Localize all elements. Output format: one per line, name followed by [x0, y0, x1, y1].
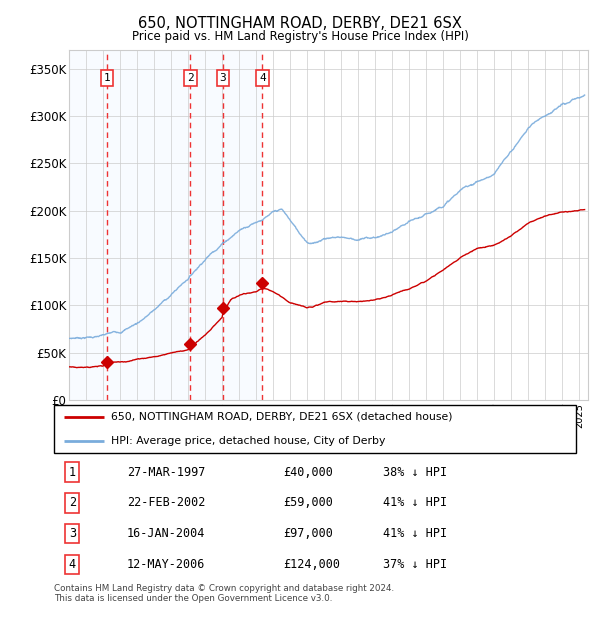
Text: 22-FEB-2002: 22-FEB-2002: [127, 497, 205, 510]
Bar: [107, 50, 190, 400]
Text: Price paid vs. HM Land Registry's House Price Index (HPI): Price paid vs. HM Land Registry's House …: [131, 30, 469, 43]
Text: 3: 3: [220, 73, 226, 83]
Text: 41% ↓ HPI: 41% ↓ HPI: [383, 497, 447, 510]
Text: 2: 2: [69, 497, 76, 510]
Bar: [190, 50, 223, 400]
FancyBboxPatch shape: [54, 405, 576, 453]
Text: 4: 4: [69, 558, 76, 571]
Text: 27-MAR-1997: 27-MAR-1997: [127, 466, 205, 479]
Text: 37% ↓ HPI: 37% ↓ HPI: [383, 558, 447, 571]
Text: 38% ↓ HPI: 38% ↓ HPI: [383, 466, 447, 479]
Text: 650, NOTTINGHAM ROAD, DERBY, DE21 6SX (detached house): 650, NOTTINGHAM ROAD, DERBY, DE21 6SX (d…: [112, 412, 453, 422]
Text: 3: 3: [69, 527, 76, 540]
Text: HPI: Average price, detached house, City of Derby: HPI: Average price, detached house, City…: [112, 436, 386, 446]
Text: Contains HM Land Registry data © Crown copyright and database right 2024.
This d: Contains HM Land Registry data © Crown c…: [54, 584, 394, 603]
Text: 16-JAN-2004: 16-JAN-2004: [127, 527, 205, 540]
Text: 650, NOTTINGHAM ROAD, DERBY, DE21 6SX: 650, NOTTINGHAM ROAD, DERBY, DE21 6SX: [138, 16, 462, 30]
Text: £124,000: £124,000: [284, 558, 341, 571]
Text: 1: 1: [104, 73, 110, 83]
Text: 2: 2: [187, 73, 194, 83]
Text: £97,000: £97,000: [284, 527, 334, 540]
Bar: [223, 50, 262, 400]
Text: 41% ↓ HPI: 41% ↓ HPI: [383, 527, 447, 540]
Text: 4: 4: [259, 73, 266, 83]
Text: £59,000: £59,000: [284, 497, 334, 510]
Text: 1: 1: [69, 466, 76, 479]
Text: 12-MAY-2006: 12-MAY-2006: [127, 558, 205, 571]
Text: £40,000: £40,000: [284, 466, 334, 479]
Bar: [69, 50, 107, 400]
